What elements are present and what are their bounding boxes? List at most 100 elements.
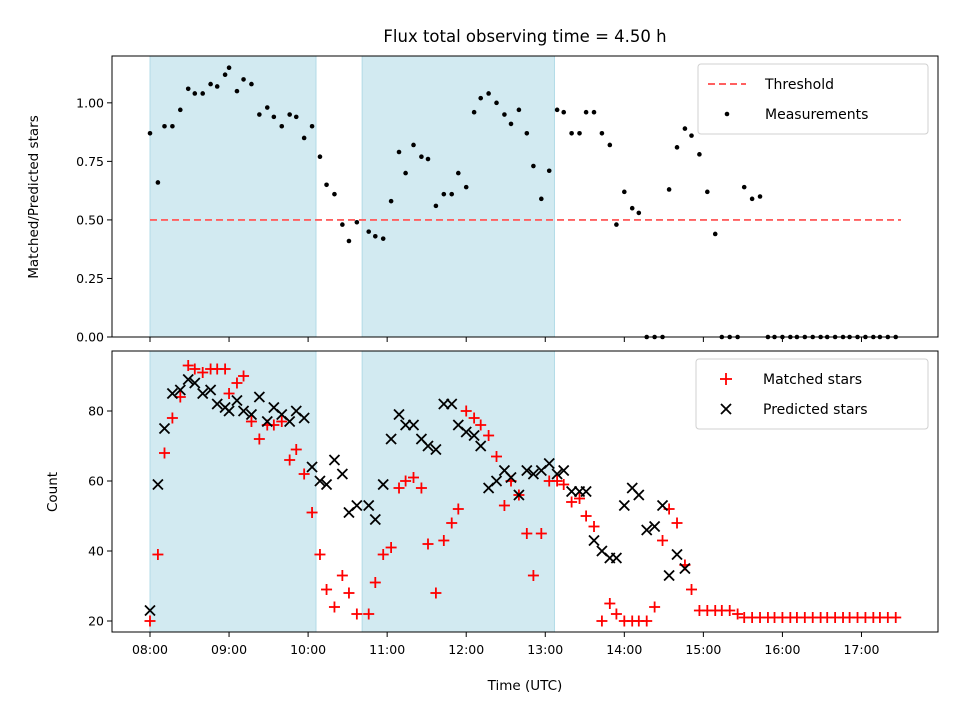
measurements-point-36 bbox=[411, 142, 416, 148]
x-stroke-b bbox=[144, 604, 156, 617]
measurements-point-10 bbox=[214, 84, 220, 89]
matched-stars-point-36 bbox=[408, 472, 420, 483]
x-tick-label-1200: 12:00 bbox=[448, 642, 484, 657]
matched-stars-point-24 bbox=[314, 549, 326, 560]
matched-stars-point-23 bbox=[306, 507, 318, 518]
matched-stars-point-30 bbox=[363, 608, 375, 620]
matched-stars-point-1 bbox=[144, 615, 156, 627]
measurements-point-21 bbox=[293, 114, 299, 120]
predicted-stars-point-71 bbox=[671, 548, 683, 561]
measurements-point-41 bbox=[449, 191, 455, 197]
measurements-point-72 bbox=[682, 126, 688, 131]
x-stroke-b bbox=[663, 569, 675, 582]
predicted-stars-point-59 bbox=[580, 485, 592, 498]
bottom-y-tick-label-40: 40 bbox=[88, 544, 104, 559]
predicted-stars-point-47 bbox=[490, 475, 503, 487]
x-stroke-b bbox=[284, 415, 296, 428]
predicted-stars-point-41 bbox=[446, 398, 458, 410]
predicted-stars-point-68 bbox=[648, 520, 661, 533]
measurements-point-8 bbox=[200, 91, 206, 96]
measurements-point-14 bbox=[241, 77, 246, 82]
x-stroke-b bbox=[498, 464, 511, 477]
matched-stars-point-11 bbox=[219, 363, 231, 375]
x-stroke-b bbox=[204, 384, 217, 396]
matched-stars-point-31 bbox=[369, 577, 381, 588]
predicted-stars-point-12 bbox=[223, 405, 235, 417]
measurements-point-57 bbox=[569, 130, 574, 136]
top-panel: 0.00 0.25 0.50 0.75 1.00 Matched/Predicted s… bbox=[26, 55, 939, 345]
matched-stars-point-61 bbox=[596, 615, 608, 627]
x-stroke-b bbox=[268, 401, 280, 414]
matched-stars-point-3 bbox=[158, 447, 170, 459]
x-stroke-b bbox=[261, 415, 273, 428]
matched-stars-point-25 bbox=[321, 584, 333, 595]
x-stroke-b bbox=[298, 412, 310, 424]
top-y-tick-label-0.00: 0.00 bbox=[76, 330, 104, 345]
x-tick-label-1500: 15:00 bbox=[685, 642, 721, 657]
matched-stars-point-44 bbox=[468, 412, 480, 424]
measurements-point-32 bbox=[380, 236, 386, 241]
matched-legend-swatch bbox=[720, 373, 732, 385]
x-stroke-b bbox=[237, 405, 250, 417]
measurements-point-9 bbox=[208, 81, 213, 87]
x-stroke-b bbox=[393, 408, 405, 421]
measurements-point-11 bbox=[222, 72, 228, 78]
measurements-point-40 bbox=[441, 191, 447, 197]
predicted-stars-point-4 bbox=[166, 387, 179, 400]
predicted-stars-point-56 bbox=[558, 464, 570, 477]
top-panel-frame bbox=[111, 55, 939, 338]
measurements-point-75 bbox=[705, 189, 710, 195]
predicted-stars-point-43 bbox=[460, 426, 472, 438]
matched-stars-point-73 bbox=[686, 584, 698, 595]
predicted-stars-point-70 bbox=[663, 569, 675, 582]
threshold-legend-label: Threshold bbox=[764, 77, 834, 93]
bottom-panel-frame bbox=[111, 350, 939, 633]
x-stroke-b bbox=[231, 394, 243, 407]
x-stroke-b bbox=[679, 562, 691, 575]
matched-stars-point-71 bbox=[671, 517, 683, 529]
predicted-stars-point-50 bbox=[513, 489, 525, 501]
x-stroke-b bbox=[490, 475, 503, 487]
measurements-point-52 bbox=[531, 163, 536, 169]
x-stroke-b bbox=[306, 461, 318, 473]
predicted-stars-point-54 bbox=[543, 457, 555, 470]
matched-stars-point-56 bbox=[558, 479, 570, 490]
predicted-stars-point-33 bbox=[385, 433, 397, 445]
x-stroke-b bbox=[328, 454, 341, 466]
measurements-point-3 bbox=[162, 123, 167, 129]
predicted-stars-point-51 bbox=[521, 464, 533, 477]
x-stroke-b bbox=[152, 478, 164, 491]
matched-stars-point-20 bbox=[284, 454, 296, 466]
matched-stars-point-45 bbox=[475, 419, 487, 431]
measurements-point-49 bbox=[508, 121, 514, 127]
bottom-shaded-interval-2 bbox=[361, 350, 555, 633]
measurements-point-66 bbox=[636, 210, 642, 216]
matched-stars-point-37 bbox=[415, 482, 427, 494]
measurements-point-60 bbox=[591, 109, 597, 115]
matched-stars-point-38 bbox=[422, 538, 434, 550]
matched-stars-point-32 bbox=[377, 549, 389, 560]
x-stroke-b bbox=[641, 524, 653, 536]
predicted-stars-point-38 bbox=[422, 440, 434, 452]
measurements-point-25 bbox=[324, 182, 329, 188]
x-stroke-b bbox=[422, 440, 434, 452]
x-tick-label-1700: 17:00 bbox=[843, 642, 879, 657]
x-stroke-b bbox=[253, 391, 265, 403]
predicted-stars-point-44 bbox=[468, 429, 480, 442]
predicted-stars-point-9 bbox=[204, 384, 217, 396]
predicted-stars-point-23 bbox=[306, 461, 318, 473]
measurements-point-5 bbox=[178, 107, 183, 113]
top-legend: Threshold Measurements bbox=[697, 63, 929, 135]
measurements-point-43 bbox=[463, 184, 469, 190]
predicted-stars-point-15 bbox=[245, 408, 258, 421]
top-y-tick-label-0.50: 0.50 bbox=[76, 212, 104, 227]
measurements-point-59 bbox=[583, 109, 589, 115]
matched-stars-point-15 bbox=[245, 416, 257, 427]
predicted-stars-point-10 bbox=[211, 398, 223, 410]
matched-stars-point-12 bbox=[223, 388, 235, 399]
measurements-legend-label: Measurements bbox=[765, 107, 868, 123]
measurements-point-33 bbox=[388, 198, 394, 204]
measurements-point-50 bbox=[516, 107, 522, 113]
measurements-point-1 bbox=[147, 130, 153, 136]
